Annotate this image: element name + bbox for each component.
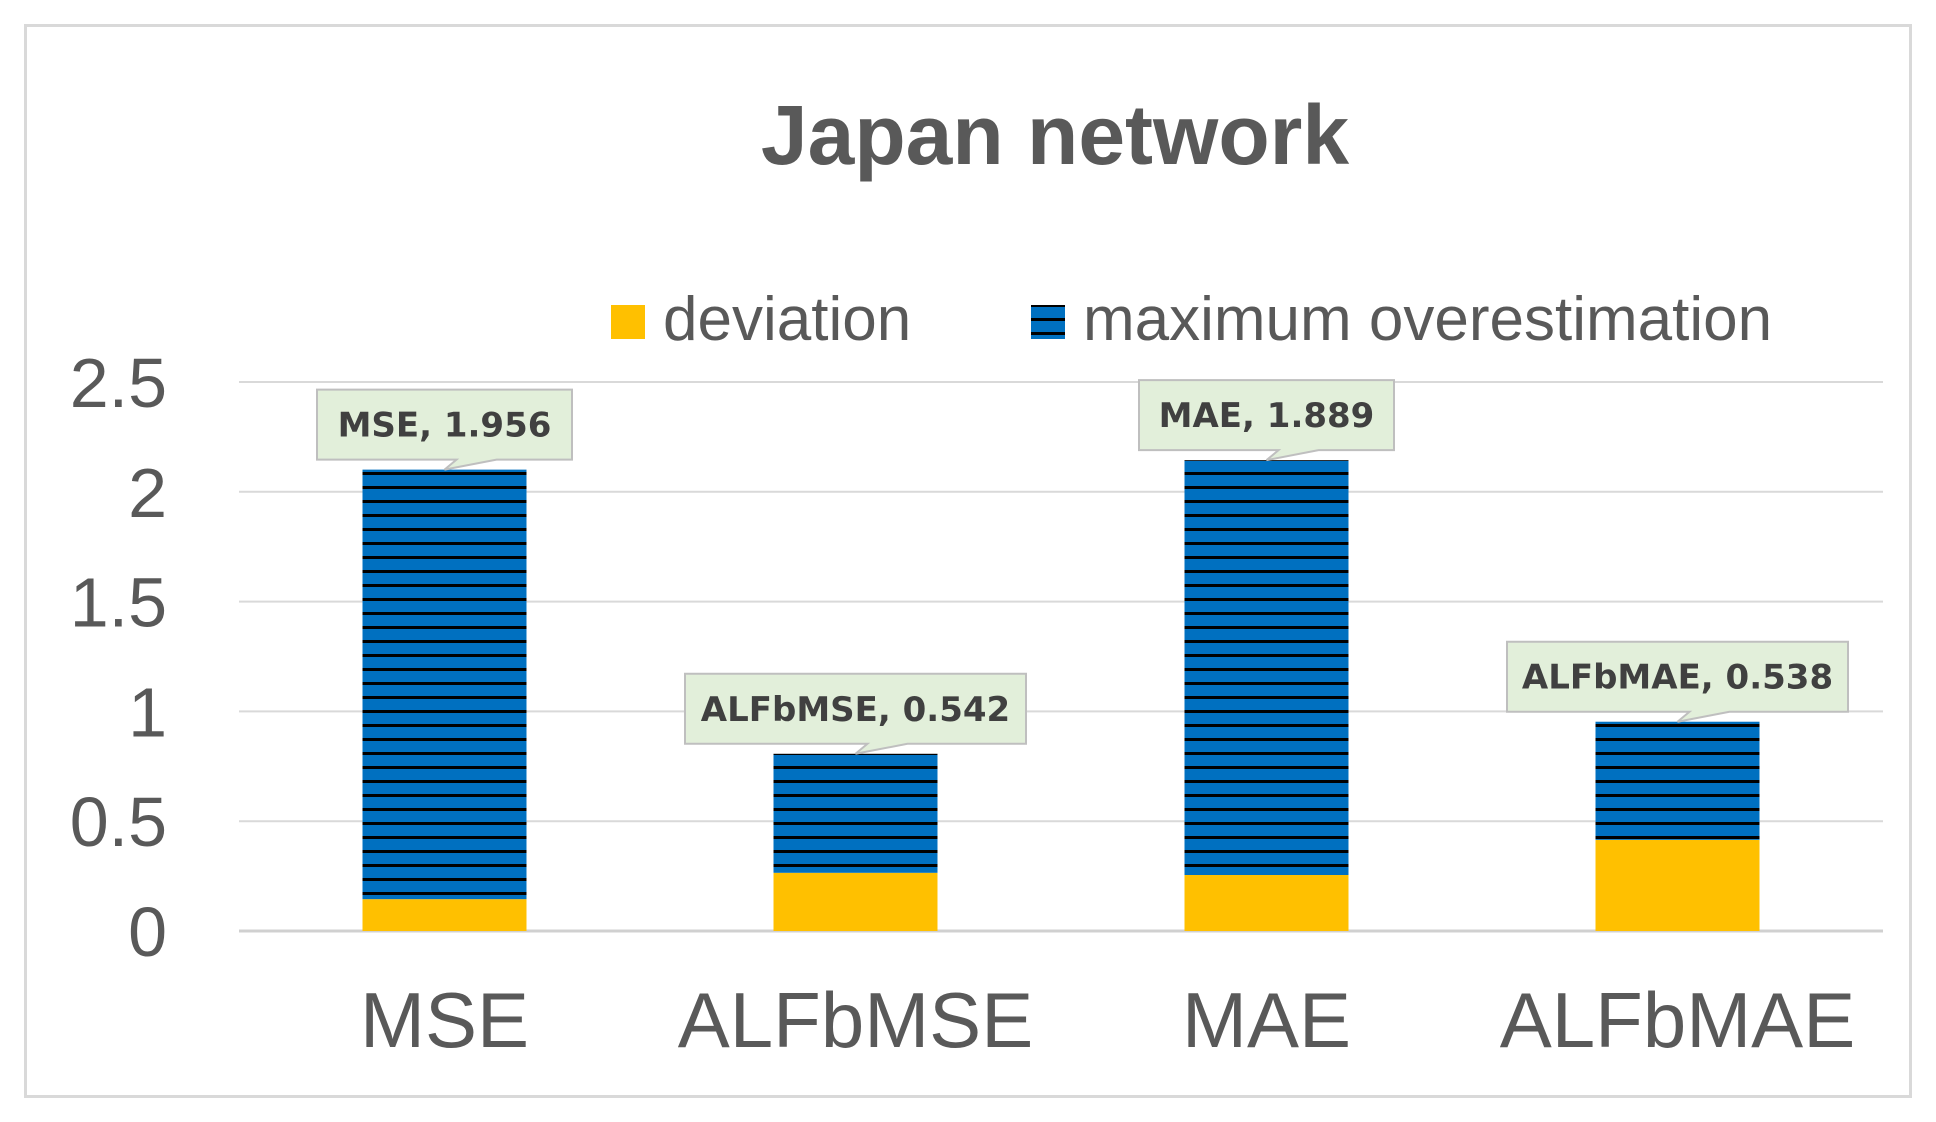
data-label-callout — [1506, 640, 1849, 723]
x-tick-label: ALFbMAE — [1500, 976, 1855, 1064]
data-label-callout — [684, 672, 1027, 755]
y-tick-label: 0 — [128, 893, 167, 971]
data-label-callout — [1138, 379, 1395, 462]
y-tick-label: 2.5 — [70, 344, 167, 422]
x-tick-label: MSE — [360, 976, 529, 1064]
data-label-text: ALFbMAE, 0.538 — [1522, 658, 1833, 698]
y-tick-label: 1 — [128, 673, 167, 751]
bar-deviation — [362, 899, 527, 931]
x-tick-label: ALFbMSE — [678, 976, 1033, 1064]
x-tick-label: MAE — [1182, 976, 1351, 1064]
bar-deviation — [1184, 875, 1349, 931]
bar-maximum-overestimation — [1595, 721, 1760, 840]
y-tick-label: 1.5 — [70, 564, 167, 642]
bar-chart: Japan network 0 0.5 1 1.5 2 2.5 MSE ALFbMSE MAE… — [70, 88, 1883, 1064]
data-labels: MSE, 1.956 ALFbMSE, 0.542 MAE, 1.889 ALFbMA… — [316, 379, 1849, 755]
bar-maximum-overestimation — [773, 753, 938, 873]
data-label-callout — [316, 388, 573, 471]
data-label-text: ALFbMSE, 0.542 — [701, 690, 1010, 730]
bar-maximum-overestimation — [1184, 460, 1349, 876]
legend: deviation maximum overestimation — [611, 285, 1772, 354]
y-axis-ticks: 0 0.5 1 1.5 2 2.5 — [70, 344, 167, 971]
x-axis-ticks: MSE ALFbMSE MAE ALFbMAE — [360, 976, 1855, 1064]
chart-frame: Japan network 0 0.5 1 1.5 2 2.5 MSE ALFbMSE MAE… — [24, 24, 1912, 1098]
y-tick-label: 2 — [128, 454, 167, 532]
legend-label-maximum-overestimation: maximum overestimation — [1083, 285, 1772, 354]
bars — [362, 460, 1760, 931]
bar-maximum-overestimation — [362, 469, 527, 900]
data-label-text: MSE, 1.956 — [338, 406, 552, 446]
bar-deviation — [1595, 839, 1760, 931]
data-label-text: MAE, 1.889 — [1159, 396, 1375, 436]
chart-title: Japan network — [761, 88, 1349, 182]
legend-swatch-deviation — [611, 305, 645, 339]
bar-deviation — [773, 872, 938, 931]
y-tick-label: 0.5 — [70, 783, 167, 861]
legend-label-deviation: deviation — [663, 285, 911, 354]
legend-swatch-maximum-overestimation — [1031, 305, 1065, 339]
